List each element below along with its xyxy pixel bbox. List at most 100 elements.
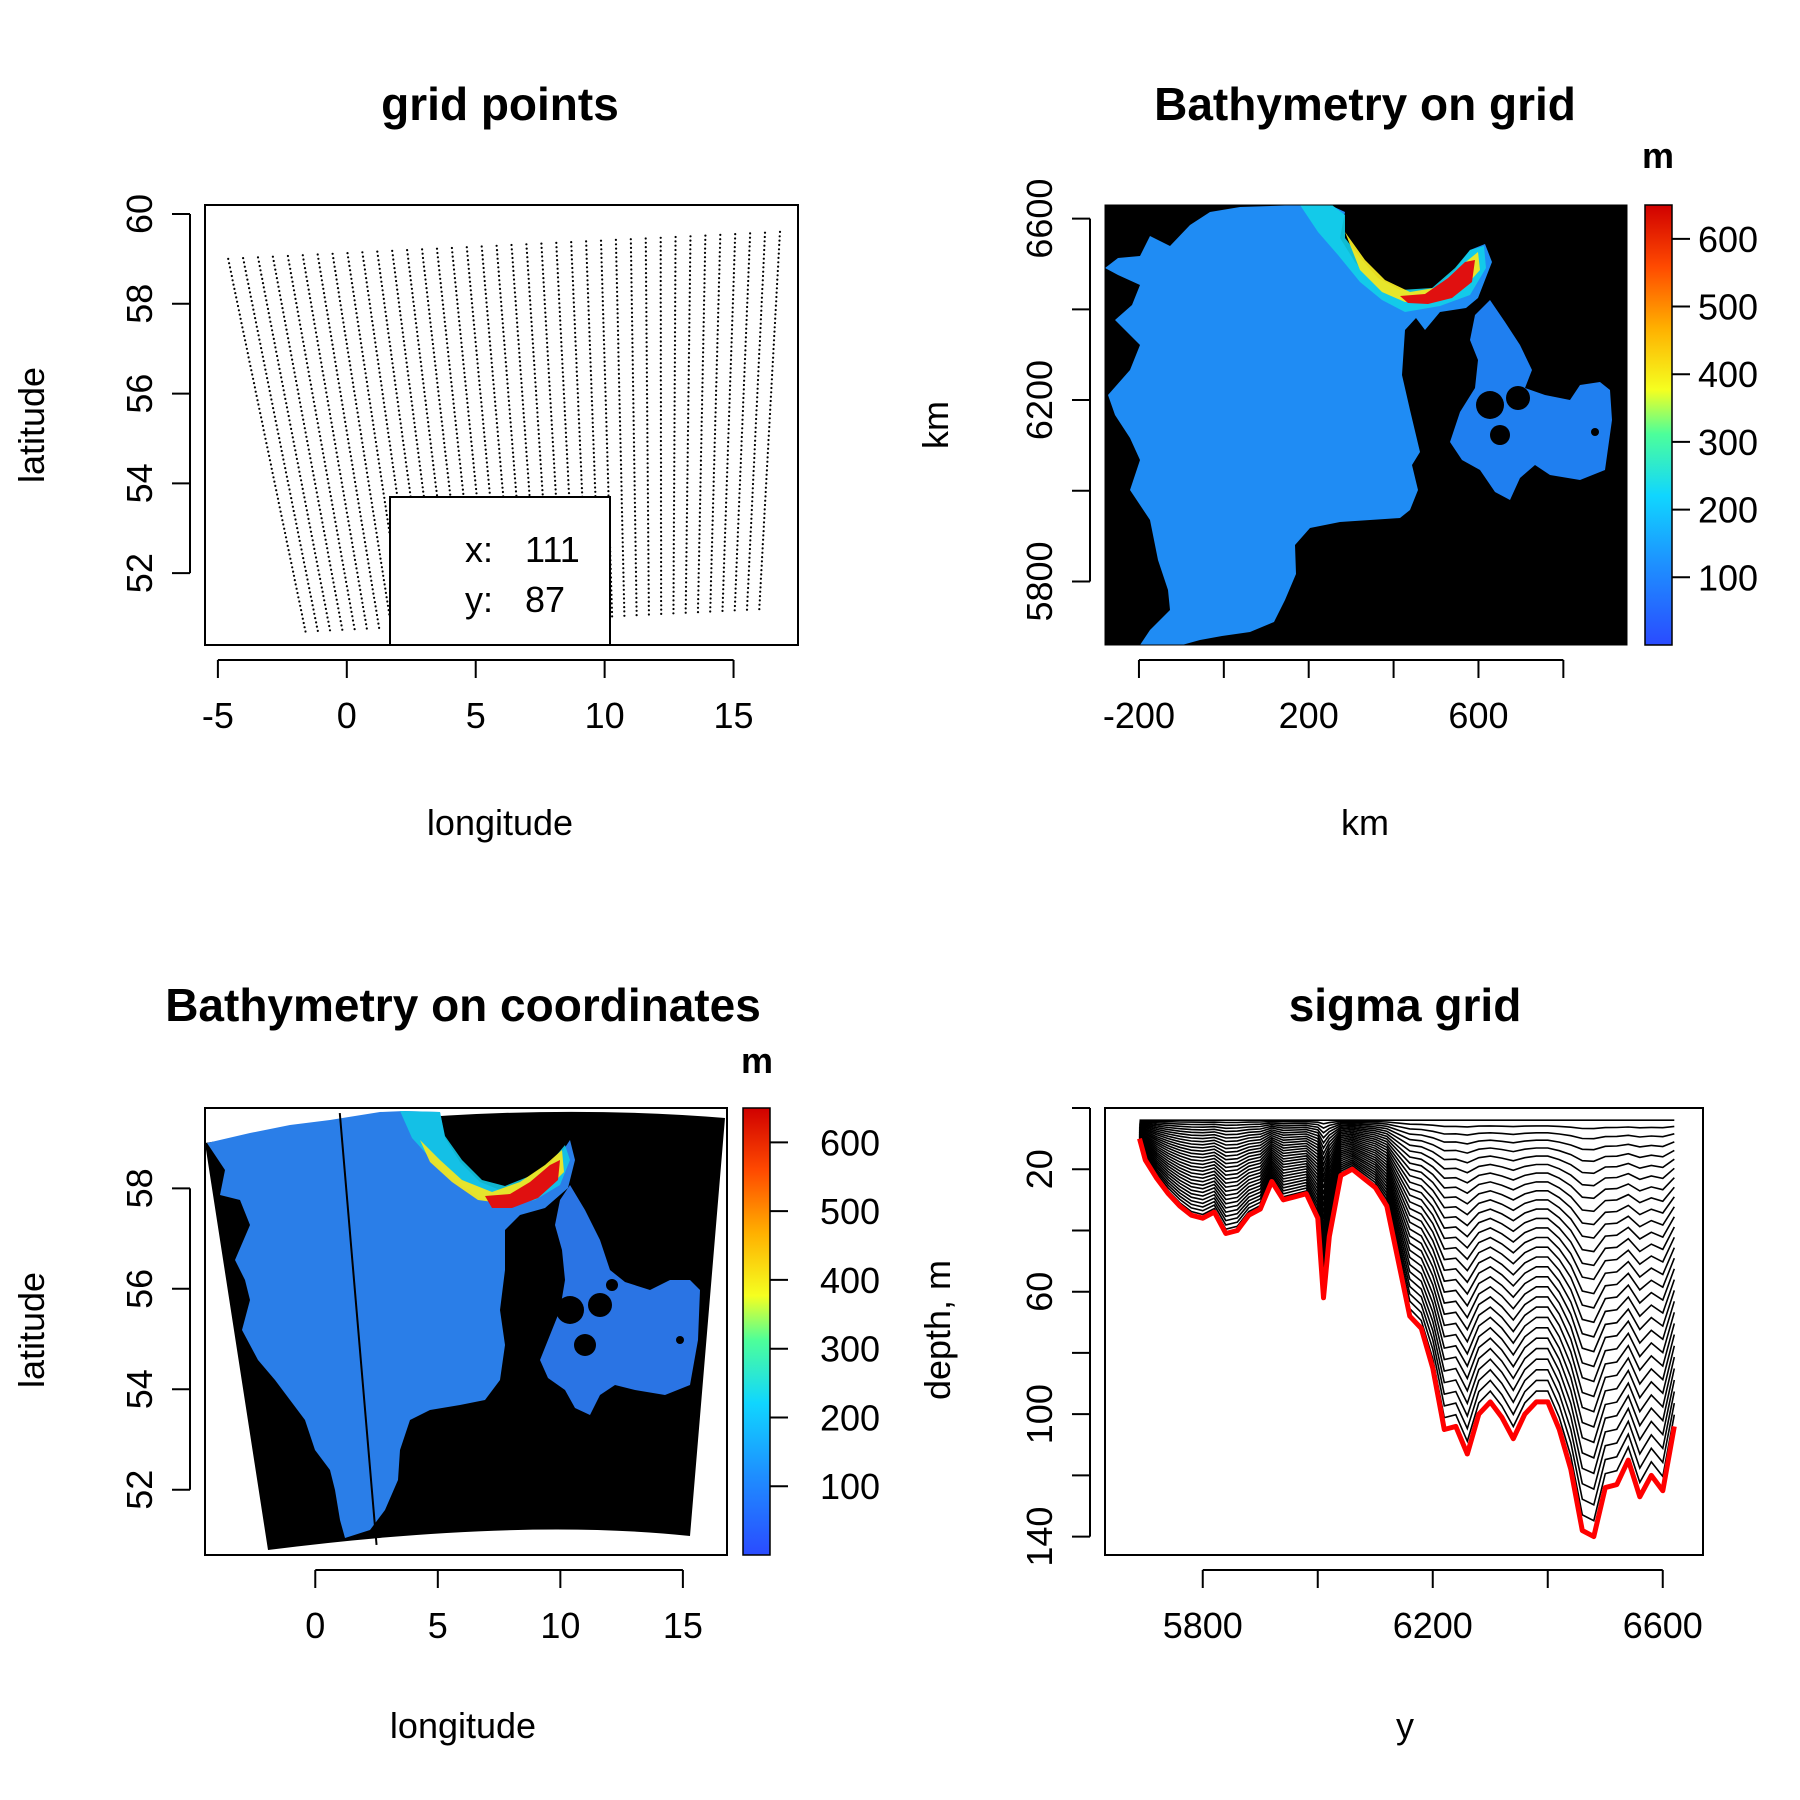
grid-point bbox=[241, 326, 244, 329]
grid-point bbox=[728, 410, 731, 413]
grid-point bbox=[685, 572, 688, 575]
grid-point bbox=[621, 536, 624, 540]
grid-point bbox=[544, 315, 547, 318]
grid-point bbox=[477, 375, 480, 378]
grid-point bbox=[724, 518, 727, 522]
grid-point bbox=[674, 248, 677, 252]
grid-point bbox=[379, 380, 382, 383]
grid-point bbox=[469, 284, 472, 288]
grid-point bbox=[325, 469, 328, 472]
grid-point bbox=[347, 593, 350, 596]
grid-point bbox=[672, 560, 675, 563]
grid-point bbox=[630, 259, 633, 262]
grid-point bbox=[559, 332, 563, 335]
y-tick-label: 54 bbox=[119, 463, 160, 503]
grid-point bbox=[712, 467, 716, 470]
grid-point bbox=[365, 376, 368, 379]
grid-point bbox=[616, 295, 619, 298]
grid-point bbox=[403, 448, 406, 451]
grid-point bbox=[546, 350, 549, 353]
grid-point bbox=[672, 534, 676, 537]
grid-point bbox=[357, 325, 360, 328]
grid-point bbox=[307, 517, 310, 521]
grid-point bbox=[718, 277, 721, 280]
grid-point bbox=[344, 425, 347, 428]
grid-point bbox=[333, 585, 336, 588]
grid-point bbox=[356, 571, 359, 574]
grid-point bbox=[308, 292, 311, 295]
grid-point bbox=[451, 389, 454, 392]
grid-point bbox=[497, 266, 500, 269]
grid-point bbox=[336, 533, 339, 536]
grid-point bbox=[393, 379, 396, 382]
grid-point bbox=[415, 326, 418, 329]
grid-point bbox=[269, 394, 272, 397]
grid-point bbox=[319, 435, 322, 438]
grid-point bbox=[327, 555, 330, 558]
grid-point bbox=[560, 349, 563, 352]
grid-point bbox=[245, 347, 248, 350]
grid-point bbox=[321, 283, 324, 286]
grid-point bbox=[306, 440, 309, 443]
grid-point bbox=[260, 273, 263, 276]
grid-point bbox=[615, 260, 618, 263]
grid-point bbox=[319, 577, 322, 581]
grid-point bbox=[371, 588, 374, 591]
grid-point bbox=[374, 341, 377, 344]
grid-point bbox=[542, 281, 545, 284]
grid-point bbox=[375, 609, 378, 612]
grid-point bbox=[647, 565, 650, 569]
grid-point bbox=[659, 357, 662, 360]
grid-point bbox=[452, 264, 455, 267]
grid-point bbox=[592, 451, 595, 454]
sigma-level-line bbox=[1138, 1126, 1676, 1267]
grid-point bbox=[524, 433, 527, 436]
grid-point bbox=[588, 339, 591, 342]
grid-point bbox=[358, 333, 361, 336]
grid-point bbox=[673, 439, 676, 442]
grid-point bbox=[673, 430, 676, 433]
grid-point bbox=[699, 472, 702, 475]
grid-point bbox=[766, 464, 769, 468]
grid-point bbox=[672, 512, 676, 515]
grid-point bbox=[433, 476, 436, 480]
sigma-level-line bbox=[1139, 1120, 1675, 1140]
grid-point bbox=[647, 540, 650, 543]
grid-point bbox=[760, 296, 764, 299]
grid-point bbox=[644, 259, 648, 262]
grid-point bbox=[770, 378, 774, 381]
grid-point bbox=[522, 407, 525, 410]
grid-point bbox=[767, 434, 770, 437]
grid-point bbox=[332, 512, 335, 515]
grid-point bbox=[429, 442, 432, 445]
grid-point bbox=[620, 485, 623, 488]
grid-point bbox=[572, 288, 575, 291]
grid-point bbox=[292, 289, 296, 292]
grid-point bbox=[528, 295, 531, 298]
grid-point bbox=[585, 261, 589, 265]
grid-point bbox=[264, 294, 267, 298]
grid-point bbox=[579, 465, 583, 468]
grid-point bbox=[485, 305, 488, 308]
grid-point bbox=[351, 468, 355, 471]
grid-point bbox=[742, 388, 745, 391]
grid-point bbox=[730, 354, 733, 357]
y-tick-label: 60 bbox=[119, 194, 160, 234]
grid-point bbox=[684, 590, 688, 593]
grid-point bbox=[512, 464, 516, 467]
grid-point bbox=[700, 429, 703, 432]
grid-point bbox=[767, 443, 770, 446]
grid-point bbox=[591, 413, 594, 416]
grid-point bbox=[342, 563, 345, 566]
grid-point bbox=[593, 460, 596, 463]
grid-point bbox=[673, 391, 676, 394]
grid-point bbox=[536, 415, 539, 418]
grid-point bbox=[729, 384, 732, 387]
grid-point bbox=[621, 545, 624, 548]
grid-point bbox=[497, 274, 501, 277]
grid-point bbox=[700, 420, 703, 423]
grid-point bbox=[298, 600, 301, 603]
grid-point bbox=[478, 388, 482, 391]
grid-point bbox=[400, 431, 403, 434]
grid-point bbox=[252, 377, 255, 380]
